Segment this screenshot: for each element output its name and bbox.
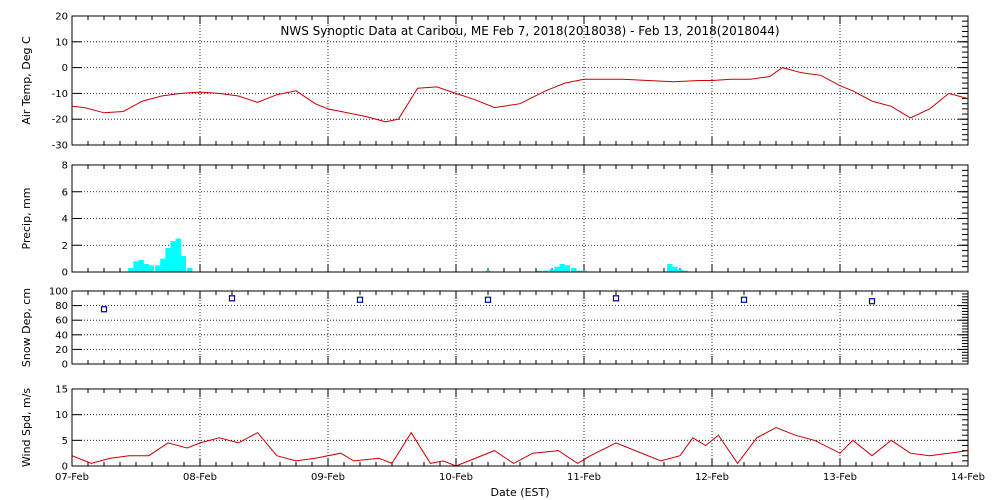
snow_depth-ytick-label: 20 [55,345,68,356]
precip-panel: 0 2 4 6 8 Precip, mm [20,161,969,279]
wind_speed-frame [71,388,969,467]
snow_depth-point [740,296,748,303]
precip-bar [187,267,193,272]
x-tick-label: 13-Feb [823,472,857,483]
air_temp-ytick-label: 10 [55,37,68,48]
wind_speed-ytick-label: 10 [55,410,68,421]
wind_speed-plot [72,426,968,466]
precip-bar [542,270,549,272]
precip-frame [71,164,969,273]
snow_depth-point [612,295,620,302]
x-tick-label: 14-Feb [951,472,985,483]
precip-bar [672,266,678,272]
snow_depth-point [484,296,492,303]
precip-bar [155,265,161,272]
wind_speed-line [72,426,968,466]
precip-bar [536,270,542,272]
precip-ytick-label: 4 [62,214,68,225]
x-tick-label: 10-Feb [439,472,473,483]
precip-bar [160,258,166,272]
chart-panels: -30 -20 -10 0 10 20 Air Temp, Deg C 0 2 4 6 8 Precip… [20,12,985,484]
precip-bar [554,266,560,272]
precip-bar [581,270,587,272]
x-tick-label: 07-Feb [55,472,89,483]
air_temp-ytick-label: 0 [62,63,68,74]
snow_depth-ytick-label: 60 [55,316,68,327]
precip-bar [576,270,582,272]
precip-bar [148,265,155,272]
x-tick-label: 11-Feb [567,472,601,483]
snow_depth-ytick-label: 40 [55,330,68,341]
snow_depth-frame [71,290,969,365]
precip-ytick-label: 8 [62,161,68,172]
snow_depth-ylabel: Snow Dep, cm [20,288,33,367]
precip-bar [128,267,134,272]
precip-bar [571,267,577,272]
air_temp-ytick-label: 20 [55,12,68,23]
air_temp-panel: -30 -20 -10 0 10 20 Air Temp, Deg C [20,12,969,152]
air_temp-ytick-label: -20 [52,115,68,126]
precip-bar [485,270,491,272]
snow_depth-panel: 0 20 40 60 80 100 Snow Dep, cm [20,287,969,371]
snow_depth-point [228,295,236,302]
snow_depth-plot [100,295,876,313]
precip-bar [143,263,149,272]
precip-bar [138,259,144,272]
precip-bar [180,255,187,272]
x-axis-title: Date (EST) [490,486,549,499]
precip-bar [667,263,673,272]
precip-ylabel: Precip, mm [20,188,33,250]
wind_speed-panel: 0 5 10 15 Wind Spd, m/s [20,385,969,473]
wind_speed-ytick-label: 15 [55,385,68,396]
precip-bar [133,261,139,272]
x-tick-label: 09-Feb [311,472,345,483]
air_temp-line [72,67,968,123]
snow_depth-point [356,296,364,303]
precip-plot [128,238,688,272]
snow_depth-ytick-label: 80 [55,301,68,312]
wind_speed-ytick-label: 0 [62,462,68,473]
air_temp-ylabel: Air Temp, Deg C [20,36,33,125]
x-tick-label: 12-Feb [695,472,729,483]
precip-ytick-label: 0 [62,268,68,279]
air_temp-frame [71,15,969,146]
snow_depth-point [100,306,108,313]
precip-bar [175,238,181,272]
precip-bar [682,270,688,272]
snow_depth-ytick-label: 100 [49,287,68,298]
air_temp-plot [72,67,968,123]
air_temp-ytick-label: -10 [52,89,68,100]
snow_depth-point [868,298,876,305]
precip-ytick-label: 6 [62,187,68,198]
precip-bar [559,263,565,272]
precip-ytick-label: 2 [62,241,68,252]
precip-bar [165,247,171,272]
wind_speed-ylabel: Wind Spd, m/s [20,388,33,468]
x-tick-label: 08-Feb [183,472,217,483]
air_temp-ytick-label: -30 [52,141,68,152]
precip-bar [170,241,176,272]
precip-bar [564,265,571,272]
precip-bar [549,269,555,272]
snow_depth-ytick-label: 0 [62,360,68,371]
precip-bar [677,269,683,272]
wind_speed-ytick-label: 5 [62,436,68,447]
chart-title: NWS Synoptic Data at Caribou, ME Feb 7, … [280,24,779,38]
